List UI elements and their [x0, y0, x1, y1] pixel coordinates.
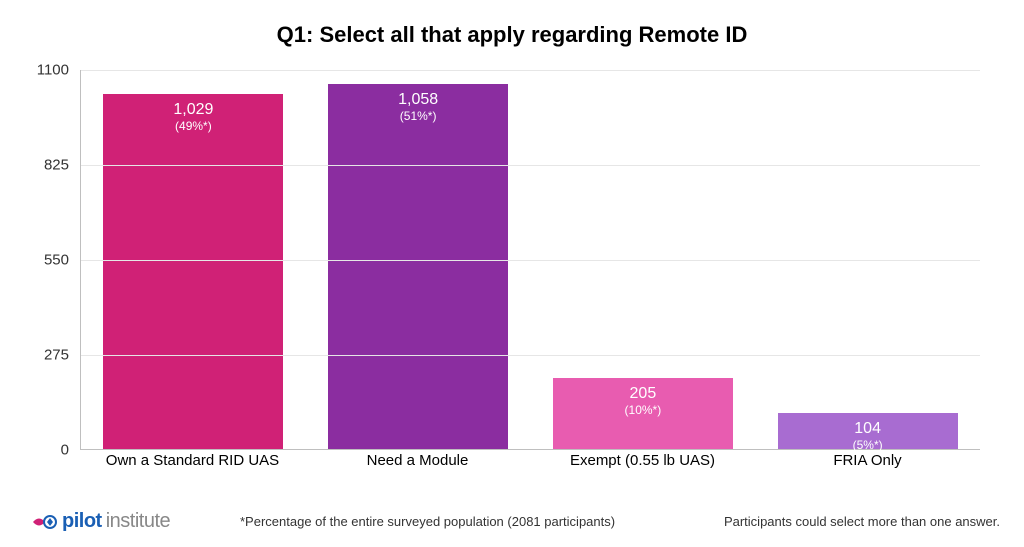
x-tick-label: FRIA Only — [755, 452, 980, 469]
y-tick-label: 275 — [44, 347, 81, 364]
brand-logo: pilotinstitute — [32, 510, 170, 533]
gridline — [81, 165, 980, 166]
y-tick-label: 0 — [61, 442, 81, 459]
bar-percent-label: (5%*) — [853, 438, 883, 452]
footnote-percentage: *Percentage of the entire surveyed popul… — [240, 514, 615, 529]
footer: pilotinstitute *Percentage of the entire… — [0, 503, 1024, 533]
gridline — [81, 260, 980, 261]
bar-value-label: 1,029 — [173, 94, 213, 119]
logo-text-institute: institute — [106, 510, 170, 533]
bar: 205(10%*) — [553, 378, 733, 449]
bar-value-label: 205 — [630, 378, 657, 403]
wings-icon — [32, 513, 58, 531]
x-axis-labels: Own a Standard RID UASNeed a ModuleExemp… — [80, 452, 980, 469]
y-tick-label: 550 — [44, 252, 81, 269]
bar: 104(5%*) — [778, 413, 958, 449]
bar-percent-label: (51%*) — [400, 109, 437, 123]
bar: 1,029(49%*) — [103, 94, 283, 449]
plot-area: 1,029(49%*)1,058(51%*)205(10%*)104(5%*) … — [80, 70, 980, 450]
y-tick-label: 825 — [44, 157, 81, 174]
bar: 1,058(51%*) — [328, 84, 508, 449]
gridline — [81, 355, 980, 356]
gridline — [81, 70, 980, 71]
chart-container: Q1: Select all that apply regarding Remo… — [0, 0, 1024, 547]
bar-percent-label: (10%*) — [625, 403, 662, 417]
x-tick-label: Exempt (0.55 lb UAS) — [530, 452, 755, 469]
bar-value-label: 104 — [854, 413, 881, 438]
footnote-multiselect: Participants could select more than one … — [724, 514, 1000, 529]
logo-text-pilot: pilot — [62, 510, 102, 533]
chart-title: Q1: Select all that apply regarding Remo… — [0, 22, 1024, 48]
bar-value-label: 1,058 — [398, 84, 438, 109]
bar-percent-label: (49%*) — [175, 119, 212, 133]
x-tick-label: Own a Standard RID UAS — [80, 452, 305, 469]
y-tick-label: 1100 — [37, 62, 81, 79]
x-tick-label: Need a Module — [305, 452, 530, 469]
